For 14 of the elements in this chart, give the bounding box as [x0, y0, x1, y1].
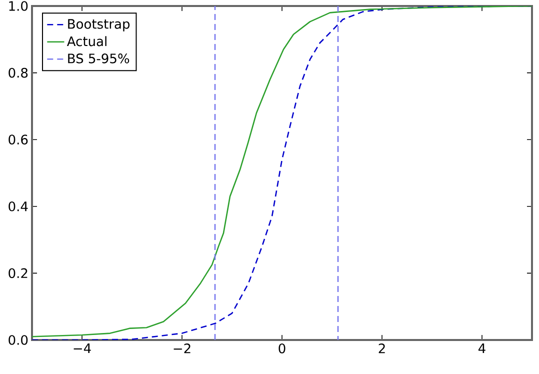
x-tick-label: 2 — [378, 344, 385, 354]
y-tick-label: 0.0 — [8, 335, 28, 345]
x-tick-label: 0 — [278, 344, 286, 354]
y-tick-label: 0.2 — [8, 268, 28, 278]
y-tick-label: 0.4 — [8, 201, 28, 212]
y-tick-label: 0.8 — [8, 68, 28, 78]
y-tick-label: 1.0 — [9, 1, 28, 11]
x-tick-label: −2 — [174, 344, 190, 354]
legend-label: Actual — [66, 36, 106, 46]
y-tick-label: 0.6 — [8, 134, 28, 145]
legend-label: Bootstrap — [68, 19, 130, 32]
x-tick-label: −4 — [74, 344, 91, 353]
legend-label: BS 5-95% — [68, 54, 130, 64]
x-tick-label: 4 — [478, 344, 486, 353]
